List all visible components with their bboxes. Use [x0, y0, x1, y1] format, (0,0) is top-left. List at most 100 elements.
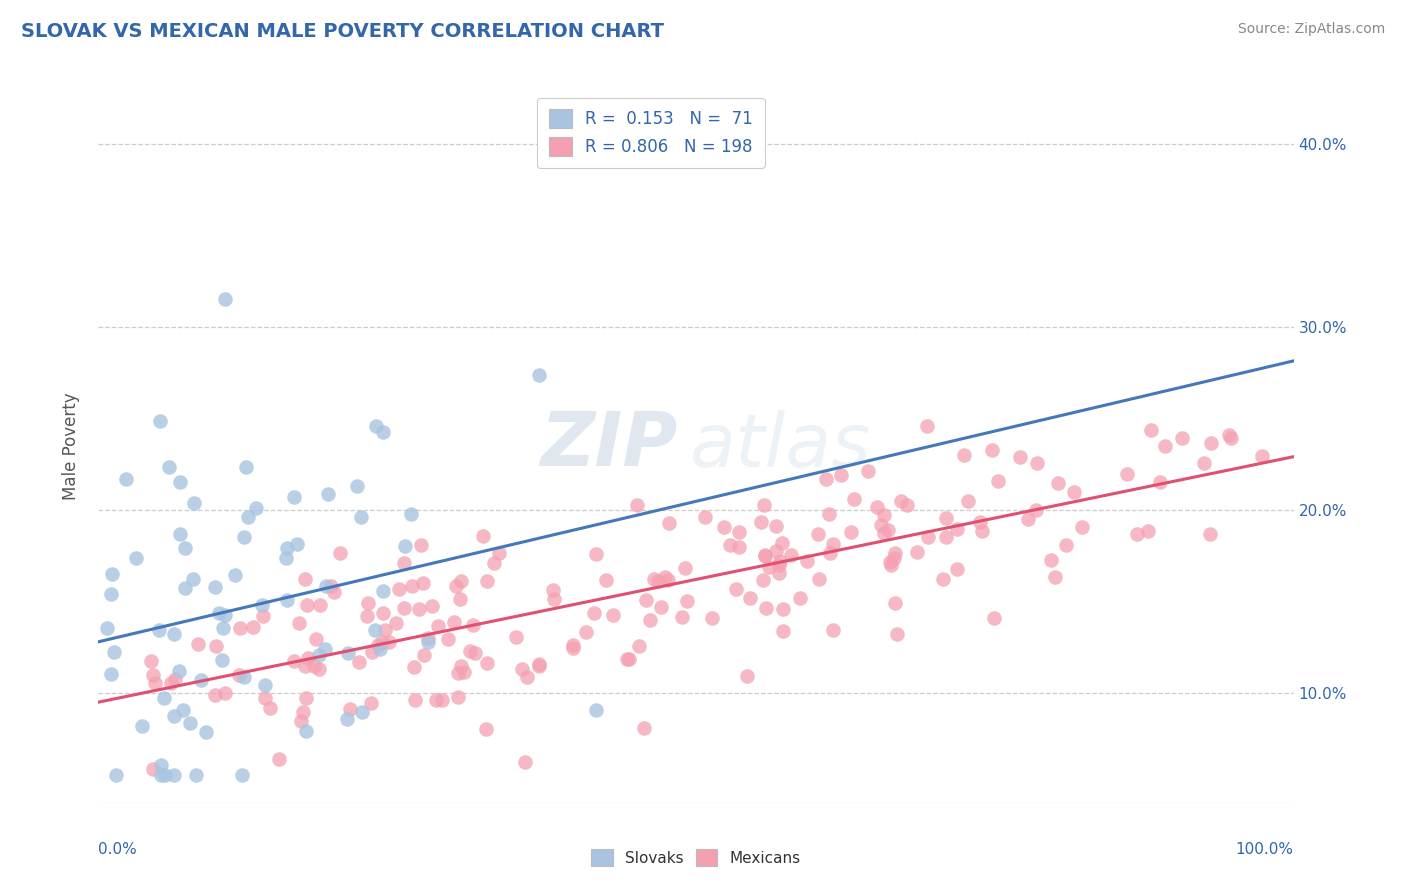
Point — [413, 648, 436, 663]
Point — [100, 667, 122, 681]
Point — [1199, 527, 1222, 541]
Point — [187, 637, 209, 651]
Point — [183, 496, 205, 510]
Point — [283, 654, 305, 668]
Point — [276, 593, 298, 607]
Point — [302, 658, 325, 673]
Point — [259, 701, 281, 715]
Point — [276, 551, 298, 566]
Text: SLOVAK VS MEXICAN MALE POVERTY CORRELATION CHART: SLOVAK VS MEXICAN MALE POVERTY CORRELATI… — [21, 22, 664, 41]
Point — [449, 591, 471, 606]
Point — [856, 464, 879, 478]
Point — [308, 648, 330, 663]
Point — [104, 768, 127, 782]
Point — [399, 507, 422, 521]
Point — [329, 546, 352, 560]
Point — [163, 768, 186, 782]
Point — [727, 541, 749, 555]
Point — [627, 640, 650, 654]
Point — [214, 686, 236, 700]
Point — [905, 544, 928, 558]
Point — [807, 526, 830, 541]
Point — [181, 572, 204, 586]
Point — [595, 574, 617, 588]
Point — [149, 413, 172, 427]
Text: ZIP: ZIP — [541, 409, 678, 483]
Point — [458, 644, 481, 658]
Point — [231, 768, 253, 782]
Point — [402, 660, 425, 674]
Point — [946, 562, 969, 576]
Point — [575, 624, 598, 639]
Point — [1054, 538, 1077, 552]
Point — [453, 665, 475, 679]
Point — [769, 554, 792, 568]
Point — [713, 520, 735, 534]
Point — [361, 645, 384, 659]
Point — [768, 558, 790, 572]
Point — [482, 556, 505, 570]
Point — [408, 602, 430, 616]
Point — [807, 572, 830, 586]
Point — [252, 598, 274, 612]
Point — [446, 665, 468, 680]
Point — [337, 646, 360, 660]
Point — [1218, 427, 1240, 442]
Point — [444, 579, 467, 593]
Point — [339, 702, 361, 716]
Point — [626, 498, 648, 512]
Point — [752, 498, 775, 512]
Point — [529, 368, 551, 382]
Point — [758, 560, 780, 574]
Text: Source: ZipAtlas.com: Source: ZipAtlas.com — [1237, 22, 1385, 37]
Point — [633, 721, 655, 735]
Point — [772, 624, 794, 638]
Point — [426, 619, 449, 633]
Point — [357, 596, 380, 610]
Point — [890, 493, 912, 508]
Point — [368, 642, 391, 657]
Point — [718, 538, 741, 552]
Point — [224, 567, 246, 582]
Point — [443, 615, 465, 630]
Point — [876, 523, 898, 537]
Point — [432, 692, 454, 706]
Point — [602, 607, 624, 622]
Point — [115, 473, 138, 487]
Point — [336, 712, 359, 726]
Point — [700, 611, 723, 625]
Point — [294, 573, 316, 587]
Point — [883, 550, 905, 565]
Point — [643, 572, 665, 586]
Point — [308, 662, 330, 676]
Point — [314, 641, 336, 656]
Point — [404, 693, 426, 707]
Point — [254, 678, 277, 692]
Point — [305, 632, 328, 646]
Point — [204, 688, 226, 702]
Point — [463, 617, 485, 632]
Point — [987, 474, 1010, 488]
Point — [309, 598, 332, 612]
Point — [844, 491, 866, 506]
Text: 100.0%: 100.0% — [1236, 842, 1294, 857]
Point — [818, 507, 841, 521]
Point — [1250, 449, 1272, 463]
Point — [153, 768, 176, 782]
Point — [401, 579, 423, 593]
Point — [658, 516, 681, 531]
Point — [1045, 570, 1067, 584]
Point — [475, 656, 498, 670]
Point — [245, 500, 267, 515]
Point — [294, 724, 316, 739]
Point — [145, 676, 167, 690]
Point — [768, 566, 790, 580]
Point — [657, 573, 679, 587]
Point — [820, 546, 842, 560]
Point — [1154, 439, 1177, 453]
Point — [676, 594, 699, 608]
Point — [488, 546, 510, 560]
Point — [510, 662, 533, 676]
Point — [738, 591, 761, 605]
Point — [316, 487, 339, 501]
